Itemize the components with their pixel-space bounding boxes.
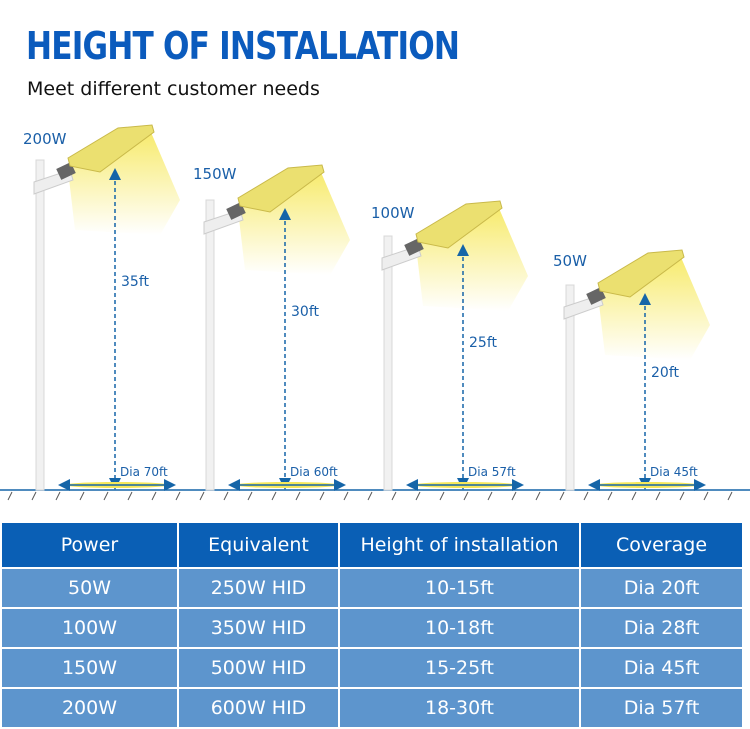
street-lamp-100W: 100W 25ft Dia 57ft <box>371 200 528 491</box>
lamp-illustration: 200W 35ft Dia 70ft 150W 30ft Dia 60ft 100W 25ft… <box>0 124 750 501</box>
column-header: Equivalent <box>177 521 340 569</box>
lamp-power-label: 150W <box>193 165 237 183</box>
ground-hatch <box>55 491 61 501</box>
light-beam <box>598 255 710 360</box>
table-cell: 100W <box>0 607 179 649</box>
ground-hatch <box>199 491 205 501</box>
table-cell: Dia 20ft <box>579 567 744 609</box>
light-beam <box>238 170 350 275</box>
light-beam <box>68 130 180 235</box>
page-title: HEIGHT OF INSTALLATION <box>26 24 460 68</box>
lamp-head <box>597 249 685 298</box>
ground-hatch <box>415 491 421 501</box>
street-lamp-50W: 50W 20ft Dia 45ft <box>553 249 710 491</box>
height-label: 25ft <box>469 335 497 351</box>
ground-hatch <box>679 491 685 501</box>
table-row: 50W 250W HID 10-15ft Dia 20ft <box>0 567 744 609</box>
ground-hatch <box>151 491 157 501</box>
lamp-power-label: 100W <box>371 204 415 222</box>
ground-hatch <box>271 491 277 501</box>
ground-hatch <box>487 491 493 501</box>
ground-hatch <box>631 491 637 501</box>
pole <box>383 235 393 491</box>
ground-hatch <box>535 491 541 501</box>
street-lamp-200W: 200W 35ft Dia 70ft <box>23 124 180 491</box>
table-cell: Dia 28ft <box>579 607 744 649</box>
table-cell: 350W HID <box>177 607 340 649</box>
height-label: 30ft <box>291 304 319 320</box>
column-header: Power <box>0 521 179 569</box>
ground-hatch <box>607 491 613 501</box>
height-label: 35ft <box>121 274 149 290</box>
table-header-row: Power Equivalent Height of installation Cov… <box>0 521 744 569</box>
lamp-head <box>415 200 503 249</box>
pole <box>35 159 45 491</box>
ground-hatch <box>103 491 109 501</box>
page-subtitle: Meet different customer needs <box>27 78 320 100</box>
ground-hatch <box>583 491 589 501</box>
diameter-label: Dia 57ft <box>468 465 516 479</box>
ground-hatch <box>223 491 229 501</box>
street-lamp-150W: 150W 30ft Dia 60ft <box>193 164 350 491</box>
lamp-power-label: 50W <box>553 252 587 270</box>
spec-table: Power Equivalent Height of installation Cov… <box>0 521 744 729</box>
ground-hatch <box>319 491 325 501</box>
light-beam <box>416 206 528 311</box>
table-cell: 600W HID <box>177 687 340 729</box>
table-cell: Dia 57ft <box>579 687 744 729</box>
ground-hatch <box>127 491 133 501</box>
table-cell: 18-30ft <box>338 687 581 729</box>
table-cell: 150W <box>0 647 179 689</box>
ground-hatch <box>391 491 397 501</box>
ground-hatch <box>367 491 373 501</box>
ground-hatch <box>343 491 349 501</box>
ground-hatch <box>703 491 709 501</box>
ground-hatch <box>175 491 181 501</box>
table-row: 150W 500W HID 15-25ft Dia 45ft <box>0 647 744 689</box>
table-cell: 200W <box>0 687 179 729</box>
table-cell: 50W <box>0 567 179 609</box>
ground-hatch <box>295 491 301 501</box>
ground-hatch <box>463 491 469 501</box>
pole <box>205 199 215 491</box>
pole <box>565 284 575 491</box>
lamp-head <box>237 164 325 213</box>
ground-hatch <box>247 491 253 501</box>
ground-hatch <box>655 491 661 501</box>
height-label: 20ft <box>651 365 679 381</box>
lamp-power-label: 200W <box>23 130 67 148</box>
ground-hatch <box>7 491 13 501</box>
table-cell: 15-25ft <box>338 647 581 689</box>
diameter-label: Dia 70ft <box>120 465 168 479</box>
table-row: 200W 600W HID 18-30ft Dia 57ft <box>0 687 744 729</box>
table-cell: 250W HID <box>177 567 340 609</box>
table-cell: 500W HID <box>177 647 340 689</box>
ground-hatch <box>559 491 565 501</box>
lamp-head <box>67 124 155 173</box>
diameter-label: Dia 45ft <box>650 465 698 479</box>
ground-hatch <box>727 491 733 501</box>
diameter-label: Dia 60ft <box>290 465 338 479</box>
ground-hatch <box>31 491 37 501</box>
table-cell: 10-15ft <box>338 567 581 609</box>
table-cell: Dia 45ft <box>579 647 744 689</box>
ground-hatch <box>439 491 445 501</box>
column-header: Coverage <box>579 521 744 569</box>
table-row: 100W 350W HID 10-18ft Dia 28ft <box>0 607 744 649</box>
ground-hatch <box>79 491 85 501</box>
column-header: Height of installation <box>338 521 581 569</box>
table-cell: 10-18ft <box>338 607 581 649</box>
ground-hatch <box>511 491 517 501</box>
